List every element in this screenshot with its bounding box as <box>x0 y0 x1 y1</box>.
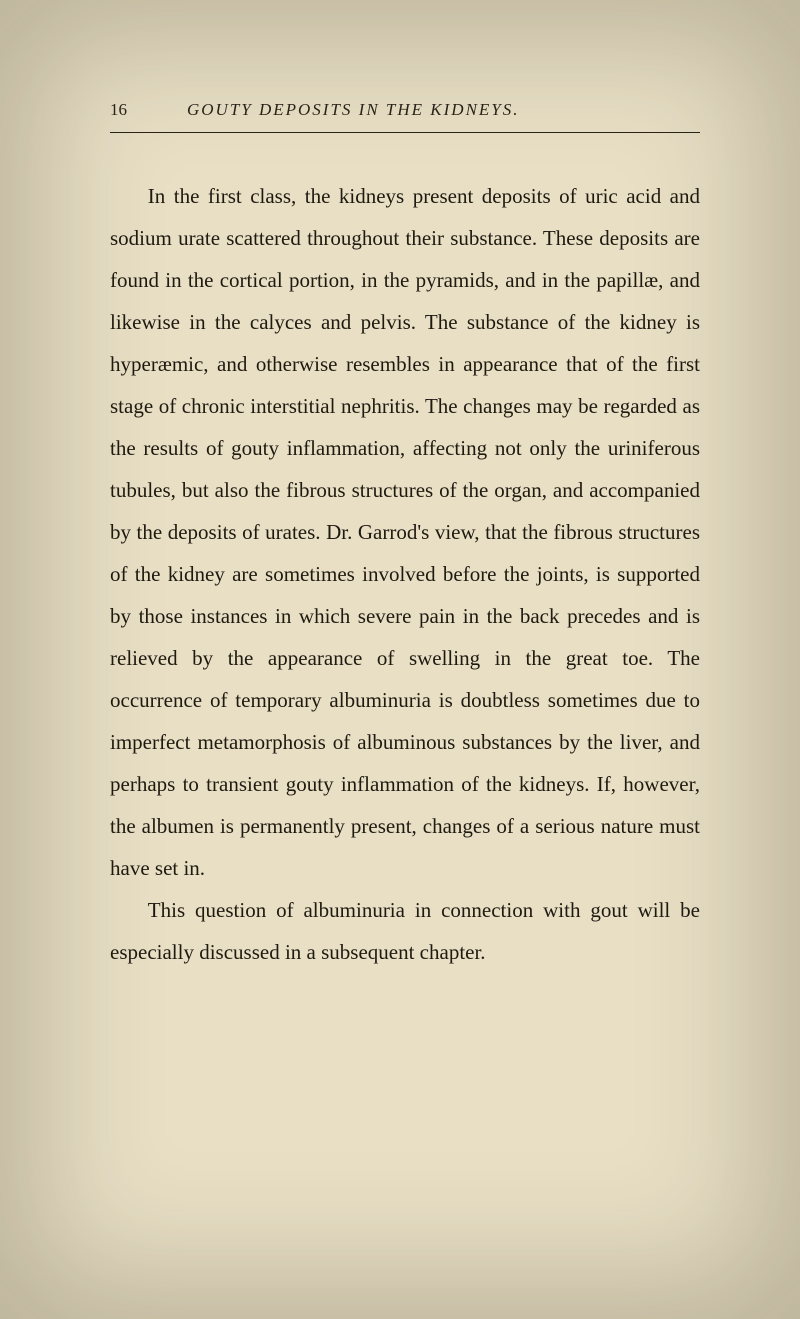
book-page: 16 GOUTY DEPOSITS IN THE KIDNEYS. In the… <box>0 0 800 1319</box>
running-header: GOUTY DEPOSITS IN THE KIDNEYS. <box>187 100 520 120</box>
header-rule <box>110 132 700 133</box>
page-number: 16 <box>110 100 127 120</box>
body-paragraph: This question of albuminuria in connecti… <box>110 889 700 973</box>
body-paragraph: In the first class, the kidneys present … <box>110 175 700 889</box>
page-header: 16 GOUTY DEPOSITS IN THE KIDNEYS. <box>110 100 700 120</box>
